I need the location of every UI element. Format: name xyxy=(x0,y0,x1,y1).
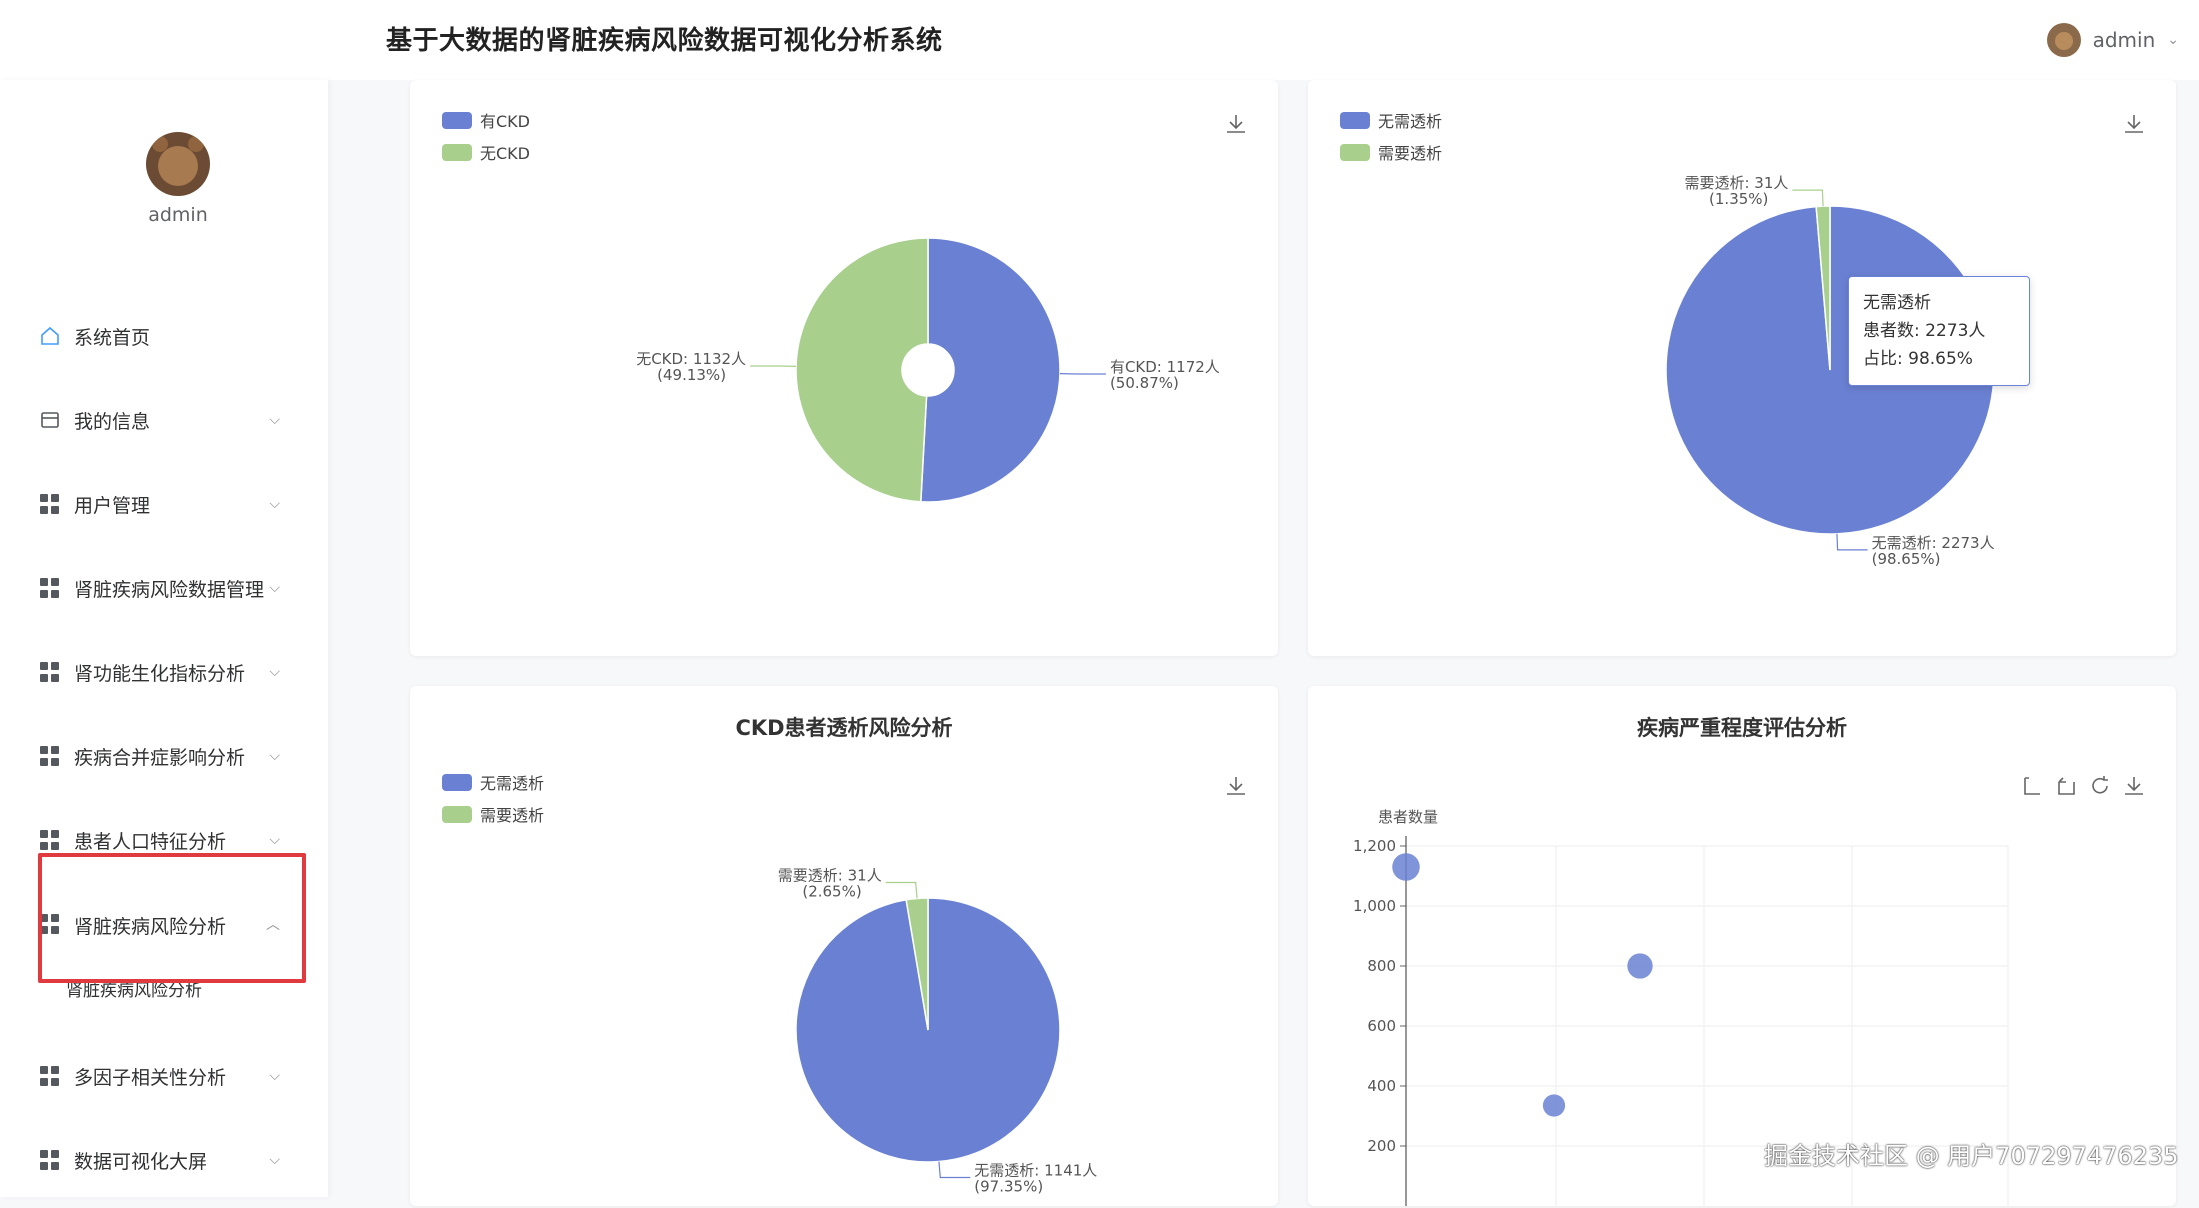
y-axis-label: 患者数量 xyxy=(1378,808,1438,826)
top-header: 基于大数据的肾脏疾病风险数据可视化分析系统 admin ⌄ xyxy=(0,0,2199,80)
scatter-chart-severity: 患者数量 1,200 1,000 800 600 400 200 xyxy=(1308,686,2176,1206)
y-tick-label: 200 xyxy=(1367,1137,1396,1155)
slice-percent-label: (2.65%) xyxy=(802,883,861,901)
chevron-down-icon: ⌵ xyxy=(269,580,280,596)
sidebar-item-my-info[interactable]: 我的信息 ⌵ xyxy=(14,384,302,456)
sidebar-item-label: 肾脏疾病风险分析 xyxy=(74,912,226,939)
profile-name: admin xyxy=(0,204,356,226)
sidebar-item-label: 用户管理 xyxy=(74,491,150,518)
chevron-down-icon: ⌵ xyxy=(269,748,280,764)
user-avatar xyxy=(2047,23,2081,57)
chevron-down-icon: ⌄ xyxy=(2167,32,2179,48)
slice-percent-label: (49.13%) xyxy=(657,366,726,384)
chart-card-ckd-dialysis-risk: CKD患者透析风险分析 无需透析 需要透析 无需透析: 1141人(97.35%… xyxy=(410,686,1278,1206)
pie-chart-ckd-dialysis: 无需透析: 1141人(97.35%)需要透析: 31人(2.65%) xyxy=(410,686,1278,1206)
watermark-text: 掘金技术社区 @ 用户707297476235 xyxy=(1764,1136,2179,1171)
y-tick-label: 600 xyxy=(1367,1017,1396,1035)
grid-icon xyxy=(40,494,60,514)
chevron-down-icon: ⌵ xyxy=(269,1068,280,1084)
pie-chart-dialysis: 无需透析: 2273人(98.65%)需要透析: 31人(1.35%) xyxy=(1308,80,2176,656)
pie-chart-ckd: 有CKD: 1172人(50.87%)无CKD: 1132人(49.13%) xyxy=(410,80,1278,656)
sidebar-menu: 系统首页 我的信息 ⌵ 用户管理 ⌵ 肾脏疾病风险数据管理 ⌵ 肾功能生化指标分… xyxy=(14,300,302,1208)
app-title: 基于大数据的肾脏疾病风险数据可视化分析系统 xyxy=(386,20,943,57)
sidebar-item-risk-analysis[interactable]: 肾脏疾病风险分析 ︿ 肾脏疾病风险分析 xyxy=(14,888,302,1028)
sidebar-item-label: 患者人口特征分析 xyxy=(74,827,226,854)
grid-icon xyxy=(40,830,60,850)
pie-slice[interactable] xyxy=(796,238,928,502)
slice-percent-label: (50.87%) xyxy=(1110,374,1179,392)
chart-card-dialysis: 无需透析 需要透析 无需透析: 2273人(98.65%)需要透析: 31人(1… xyxy=(1308,80,2176,656)
pie-slice[interactable] xyxy=(921,238,1060,502)
tooltip-line: 占比: 98.65% xyxy=(1863,345,2015,373)
sidebar-item-label: 系统首页 xyxy=(74,323,150,350)
sidebar-item-demographics[interactable]: 患者人口特征分析 ⌵ xyxy=(14,804,302,876)
chevron-down-icon: ⌵ xyxy=(269,832,280,848)
sidebar-item-home[interactable]: 系统首页 xyxy=(14,300,302,372)
sidebar-item-label: 数据可视化大屏 xyxy=(74,1147,207,1174)
y-tick-label: 400 xyxy=(1367,1077,1396,1095)
scatter-point[interactable] xyxy=(1392,853,1420,881)
label-line xyxy=(886,883,917,899)
sidebar-item-label: 疾病合并症影响分析 xyxy=(74,743,245,770)
sidebar-item-label: 多因子相关性分析 xyxy=(74,1063,226,1090)
label-line xyxy=(1792,190,1823,206)
y-tick-label: 800 xyxy=(1367,957,1396,975)
label-line xyxy=(939,1162,970,1178)
chevron-down-icon: ⌵ xyxy=(269,664,280,680)
sidebar-item-comorbidity[interactable]: 疾病合并症影响分析 ⌵ xyxy=(14,720,302,792)
slice-percent-label: (97.35%) xyxy=(974,1177,1043,1195)
sidebar: admin 系统首页 我的信息 ⌵ 用户管理 ⌵ 肾脏疾病风险数据管理 ⌵ xyxy=(0,80,328,1197)
sidebar-item-renal-biochem[interactable]: 肾功能生化指标分析 ⌵ xyxy=(14,636,302,708)
grid-icon xyxy=(40,1150,60,1170)
chart-card-ckd: 有CKD 无CKD 有CKD: 1172人(50.87%)无CKD: 1132人… xyxy=(410,80,1278,656)
grid-icon xyxy=(40,578,60,598)
profile-avatar xyxy=(146,132,210,196)
grid-icon xyxy=(40,914,60,934)
label-line xyxy=(1837,534,1868,550)
header-username: admin xyxy=(2093,28,2156,52)
y-tick-label: 1,000 xyxy=(1353,897,1396,915)
submenu-item-risk-analysis[interactable]: 肾脏疾病风险分析 xyxy=(66,976,202,1001)
sidebar-item-dashboard-screen[interactable]: 数据可视化大屏 ⌵ xyxy=(14,1124,302,1196)
tooltip-title: 无需透析 xyxy=(1863,289,2015,317)
grid-icon xyxy=(40,1066,60,1086)
sidebar-item-user-management[interactable]: 用户管理 ⌵ xyxy=(14,468,302,540)
grid-icon xyxy=(40,662,60,682)
chevron-down-icon: ⌵ xyxy=(269,412,280,428)
sidebar-item-label: 我的信息 xyxy=(74,407,150,434)
grid-icon xyxy=(40,746,60,766)
tooltip-line: 患者数: 2273人 xyxy=(1863,317,2015,345)
calendar-icon xyxy=(40,410,60,430)
sidebar-item-multifactor[interactable]: 多因子相关性分析 ⌵ xyxy=(14,1040,302,1112)
sidebar-item-risk-data-management[interactable]: 肾脏疾病风险数据管理 ⌵ xyxy=(14,552,302,624)
user-menu[interactable]: admin ⌄ xyxy=(2047,20,2179,60)
home-icon xyxy=(40,326,60,346)
chevron-down-icon: ⌵ xyxy=(269,1152,280,1168)
sidebar-item-label: 肾脏疾病风险数据管理 xyxy=(74,575,264,602)
sidebar-item-label: 肾功能生化指标分析 xyxy=(74,659,245,686)
chevron-down-icon: ⌵ xyxy=(269,496,280,512)
chevron-up-icon: ︿ xyxy=(266,914,280,934)
scatter-point[interactable] xyxy=(1543,1094,1565,1116)
slice-percent-label: (1.35%) xyxy=(1709,190,1768,208)
slice-percent-label: (98.65%) xyxy=(1872,550,1941,568)
y-tick-label: 1,200 xyxy=(1353,837,1396,855)
scatter-point[interactable] xyxy=(1627,953,1652,978)
chart-tooltip: 无需透析 患者数: 2273人 占比: 98.65% xyxy=(1848,276,2030,386)
